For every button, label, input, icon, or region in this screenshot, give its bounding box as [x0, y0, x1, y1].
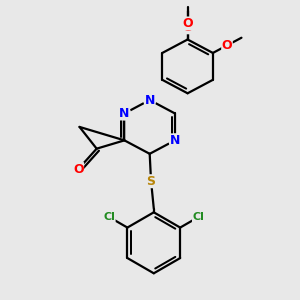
- Text: O: O: [222, 39, 232, 52]
- Text: Cl: Cl: [103, 212, 115, 222]
- Circle shape: [118, 107, 130, 120]
- Text: Cl: Cl: [192, 212, 204, 222]
- Text: N: N: [145, 94, 155, 106]
- Text: S: S: [147, 175, 156, 188]
- Text: O: O: [182, 21, 193, 34]
- Text: O: O: [73, 163, 84, 176]
- Text: O: O: [182, 17, 193, 30]
- Text: N: N: [119, 107, 130, 120]
- Circle shape: [169, 134, 181, 146]
- Circle shape: [144, 94, 156, 106]
- Text: N: N: [170, 134, 180, 147]
